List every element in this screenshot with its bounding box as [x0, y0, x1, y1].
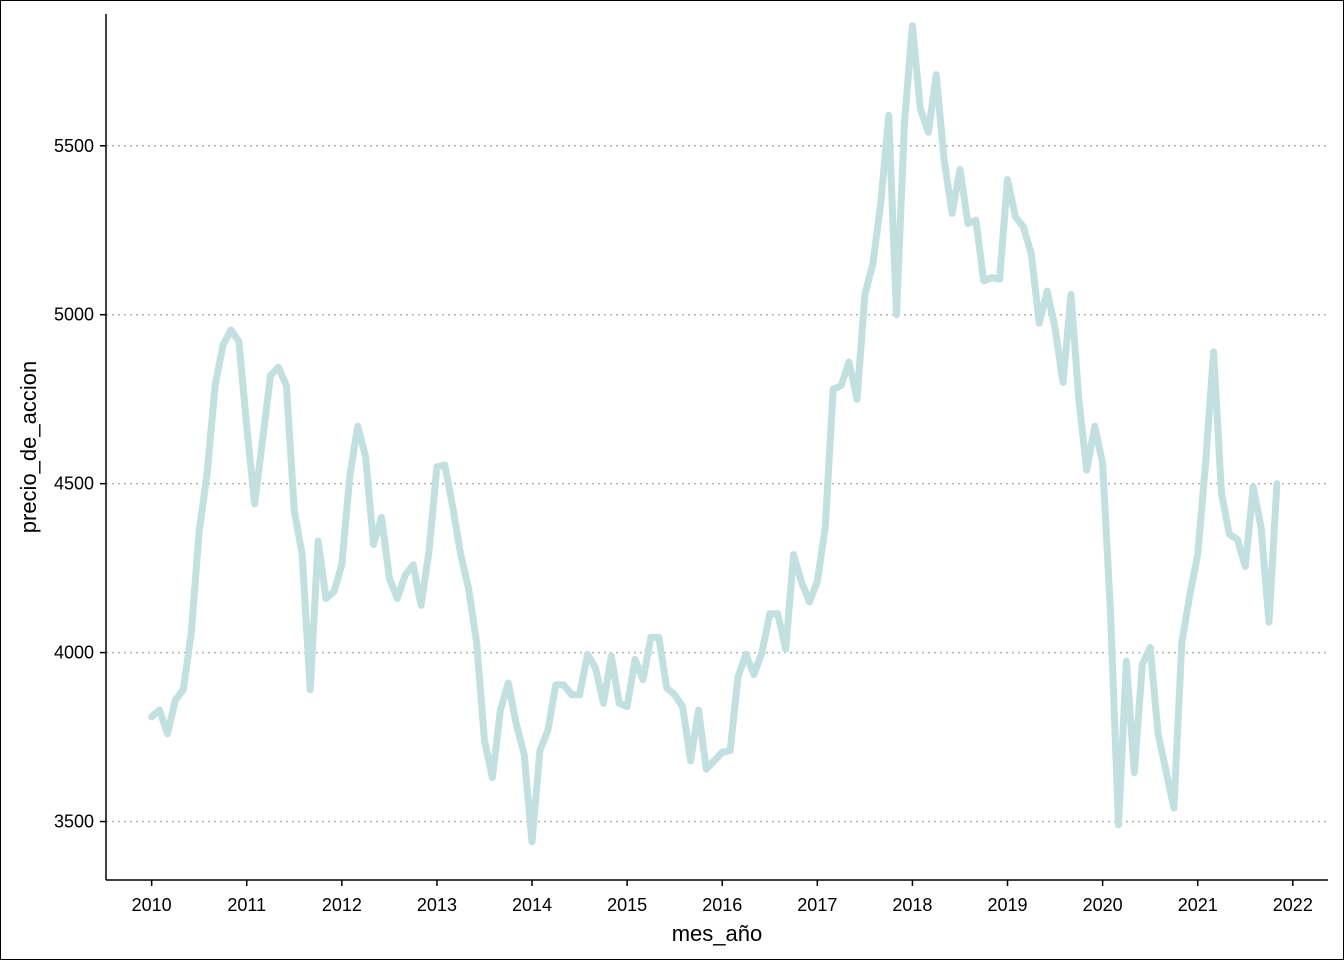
x-tick-label: 2018 — [892, 895, 932, 915]
y-tick-label: 3500 — [54, 812, 94, 832]
y-tick-label: 5500 — [54, 136, 94, 156]
x-axis-ticks: 2010 2011 2012 2013 2014 2015 2016 2017 2018 2019… — [132, 880, 1313, 915]
x-tick-label: 2016 — [702, 895, 742, 915]
y-axis-ticks: 3500 4000 4500 5000 5500 — [54, 136, 106, 832]
y-tick-label: 5000 — [54, 305, 94, 325]
series-layer — [148, 22, 1281, 846]
x-tick-label: 2013 — [417, 895, 457, 915]
x-tick-label: 2014 — [512, 895, 552, 915]
x-tick-label: 2010 — [132, 895, 172, 915]
y-tick-label: 4000 — [54, 643, 94, 663]
x-tick-label: 2017 — [797, 895, 837, 915]
x-tick-label: 2022 — [1273, 895, 1313, 915]
x-tick-label: 2015 — [607, 895, 647, 915]
series-line — [148, 22, 1281, 846]
y-axis-title: precio_de_accion — [16, 361, 41, 533]
axes — [105, 14, 1328, 881]
x-tick-label: 2021 — [1178, 895, 1218, 915]
y-tick-label: 4500 — [54, 474, 94, 494]
x-axis-title: mes_año — [672, 921, 763, 946]
x-tick-label: 2019 — [987, 895, 1027, 915]
x-tick-label: 2011 — [227, 895, 266, 915]
x-tick-label: 2012 — [322, 895, 362, 915]
x-tick-label: 2020 — [1083, 895, 1123, 915]
